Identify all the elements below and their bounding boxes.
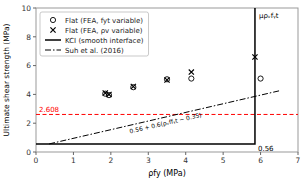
- x-tick: [185, 152, 186, 155]
- y-tick-label: 2: [26, 119, 31, 128]
- annotation: μρᵥfᵧt: [259, 12, 279, 20]
- annotation-group: 0.56 + 0.6(ρᵥffᵧt − 0.35): [129, 111, 203, 135]
- y-tick: [33, 65, 36, 66]
- y-tick-label: 6: [26, 61, 31, 70]
- annotation: 0.56 + 0.6(ρᵥffᵧt − 0.35): [129, 111, 203, 135]
- circle-point: [131, 85, 136, 90]
- chart: 0 1 2 3 4 5 6 7 0 2 4 6 8 10 ρfy (MPa) Ultimate shear s…: [0, 0, 308, 180]
- x-tick: [148, 152, 149, 155]
- legend-label: KCI (smooth interface): [65, 37, 144, 45]
- y-tick-label: 8: [26, 33, 31, 42]
- legend-label: Flat (FEA, ρv variable): [65, 27, 143, 35]
- legend-handle: [50, 27, 55, 32]
- cross-point: [189, 69, 194, 74]
- x-tick-label: 3: [146, 156, 151, 165]
- y-tick: [33, 36, 36, 37]
- legend-label: Flat (FEA, fyt variable): [65, 17, 143, 25]
- legend-label: Suh et al. (2016): [65, 47, 124, 55]
- annotation: 0.56: [258, 145, 274, 153]
- plot-area: [36, 8, 298, 144]
- y-tick: [33, 152, 36, 153]
- legend-handle: [45, 50, 61, 51]
- legend-box: [40, 12, 149, 56]
- series-line: [49, 91, 279, 144]
- reference-line: [36, 114, 298, 115]
- legend-handle: [50, 17, 55, 22]
- y-tick-label: 10: [21, 4, 31, 13]
- x-tick-label: 0: [34, 156, 39, 165]
- y-tick-label: 0: [26, 148, 31, 157]
- x-tick-label: 5: [221, 156, 226, 165]
- y-tick: [33, 123, 36, 124]
- legend: Flat (FEA, fyt variable) Flat (FEA, ρv va…: [40, 12, 149, 56]
- x-tick-label: 6: [258, 156, 263, 165]
- y-tick: [33, 8, 36, 9]
- x-tick-label: 4: [183, 156, 188, 165]
- circle-point: [164, 77, 169, 82]
- circle-point: [189, 76, 194, 81]
- x-tick-label: 1: [71, 156, 76, 165]
- x-tick: [110, 152, 111, 155]
- x-axis-label: ρfy (MPa): [148, 169, 186, 178]
- y-tick: [33, 94, 36, 95]
- x-tick-label: 7: [296, 156, 301, 165]
- x-tick: [298, 152, 299, 155]
- y-tick-label: 4: [26, 90, 31, 99]
- x-tick-label: 2: [108, 156, 113, 165]
- axes: 0 1 2 3 4 5 6 7 0 2 4 6 8 10: [21, 4, 300, 165]
- circle-point: [258, 76, 263, 81]
- legend-handle: [45, 39, 61, 41]
- x-tick: [223, 152, 224, 155]
- annotations: 2.608 0.56 μρᵥfᵧt 0.56 + 0.6(ρᵥffᵧt − 0.35): [39, 12, 279, 153]
- y-axis-label: Ultimate shear strength (MPa): [2, 24, 11, 137]
- cross-point: [164, 77, 169, 82]
- reference-line-label: 2.608: [39, 106, 59, 114]
- cross-point: [131, 84, 136, 89]
- x-tick: [73, 152, 74, 155]
- series-line: [36, 8, 255, 144]
- cross-point: [106, 92, 111, 97]
- plot-frame: [36, 8, 298, 152]
